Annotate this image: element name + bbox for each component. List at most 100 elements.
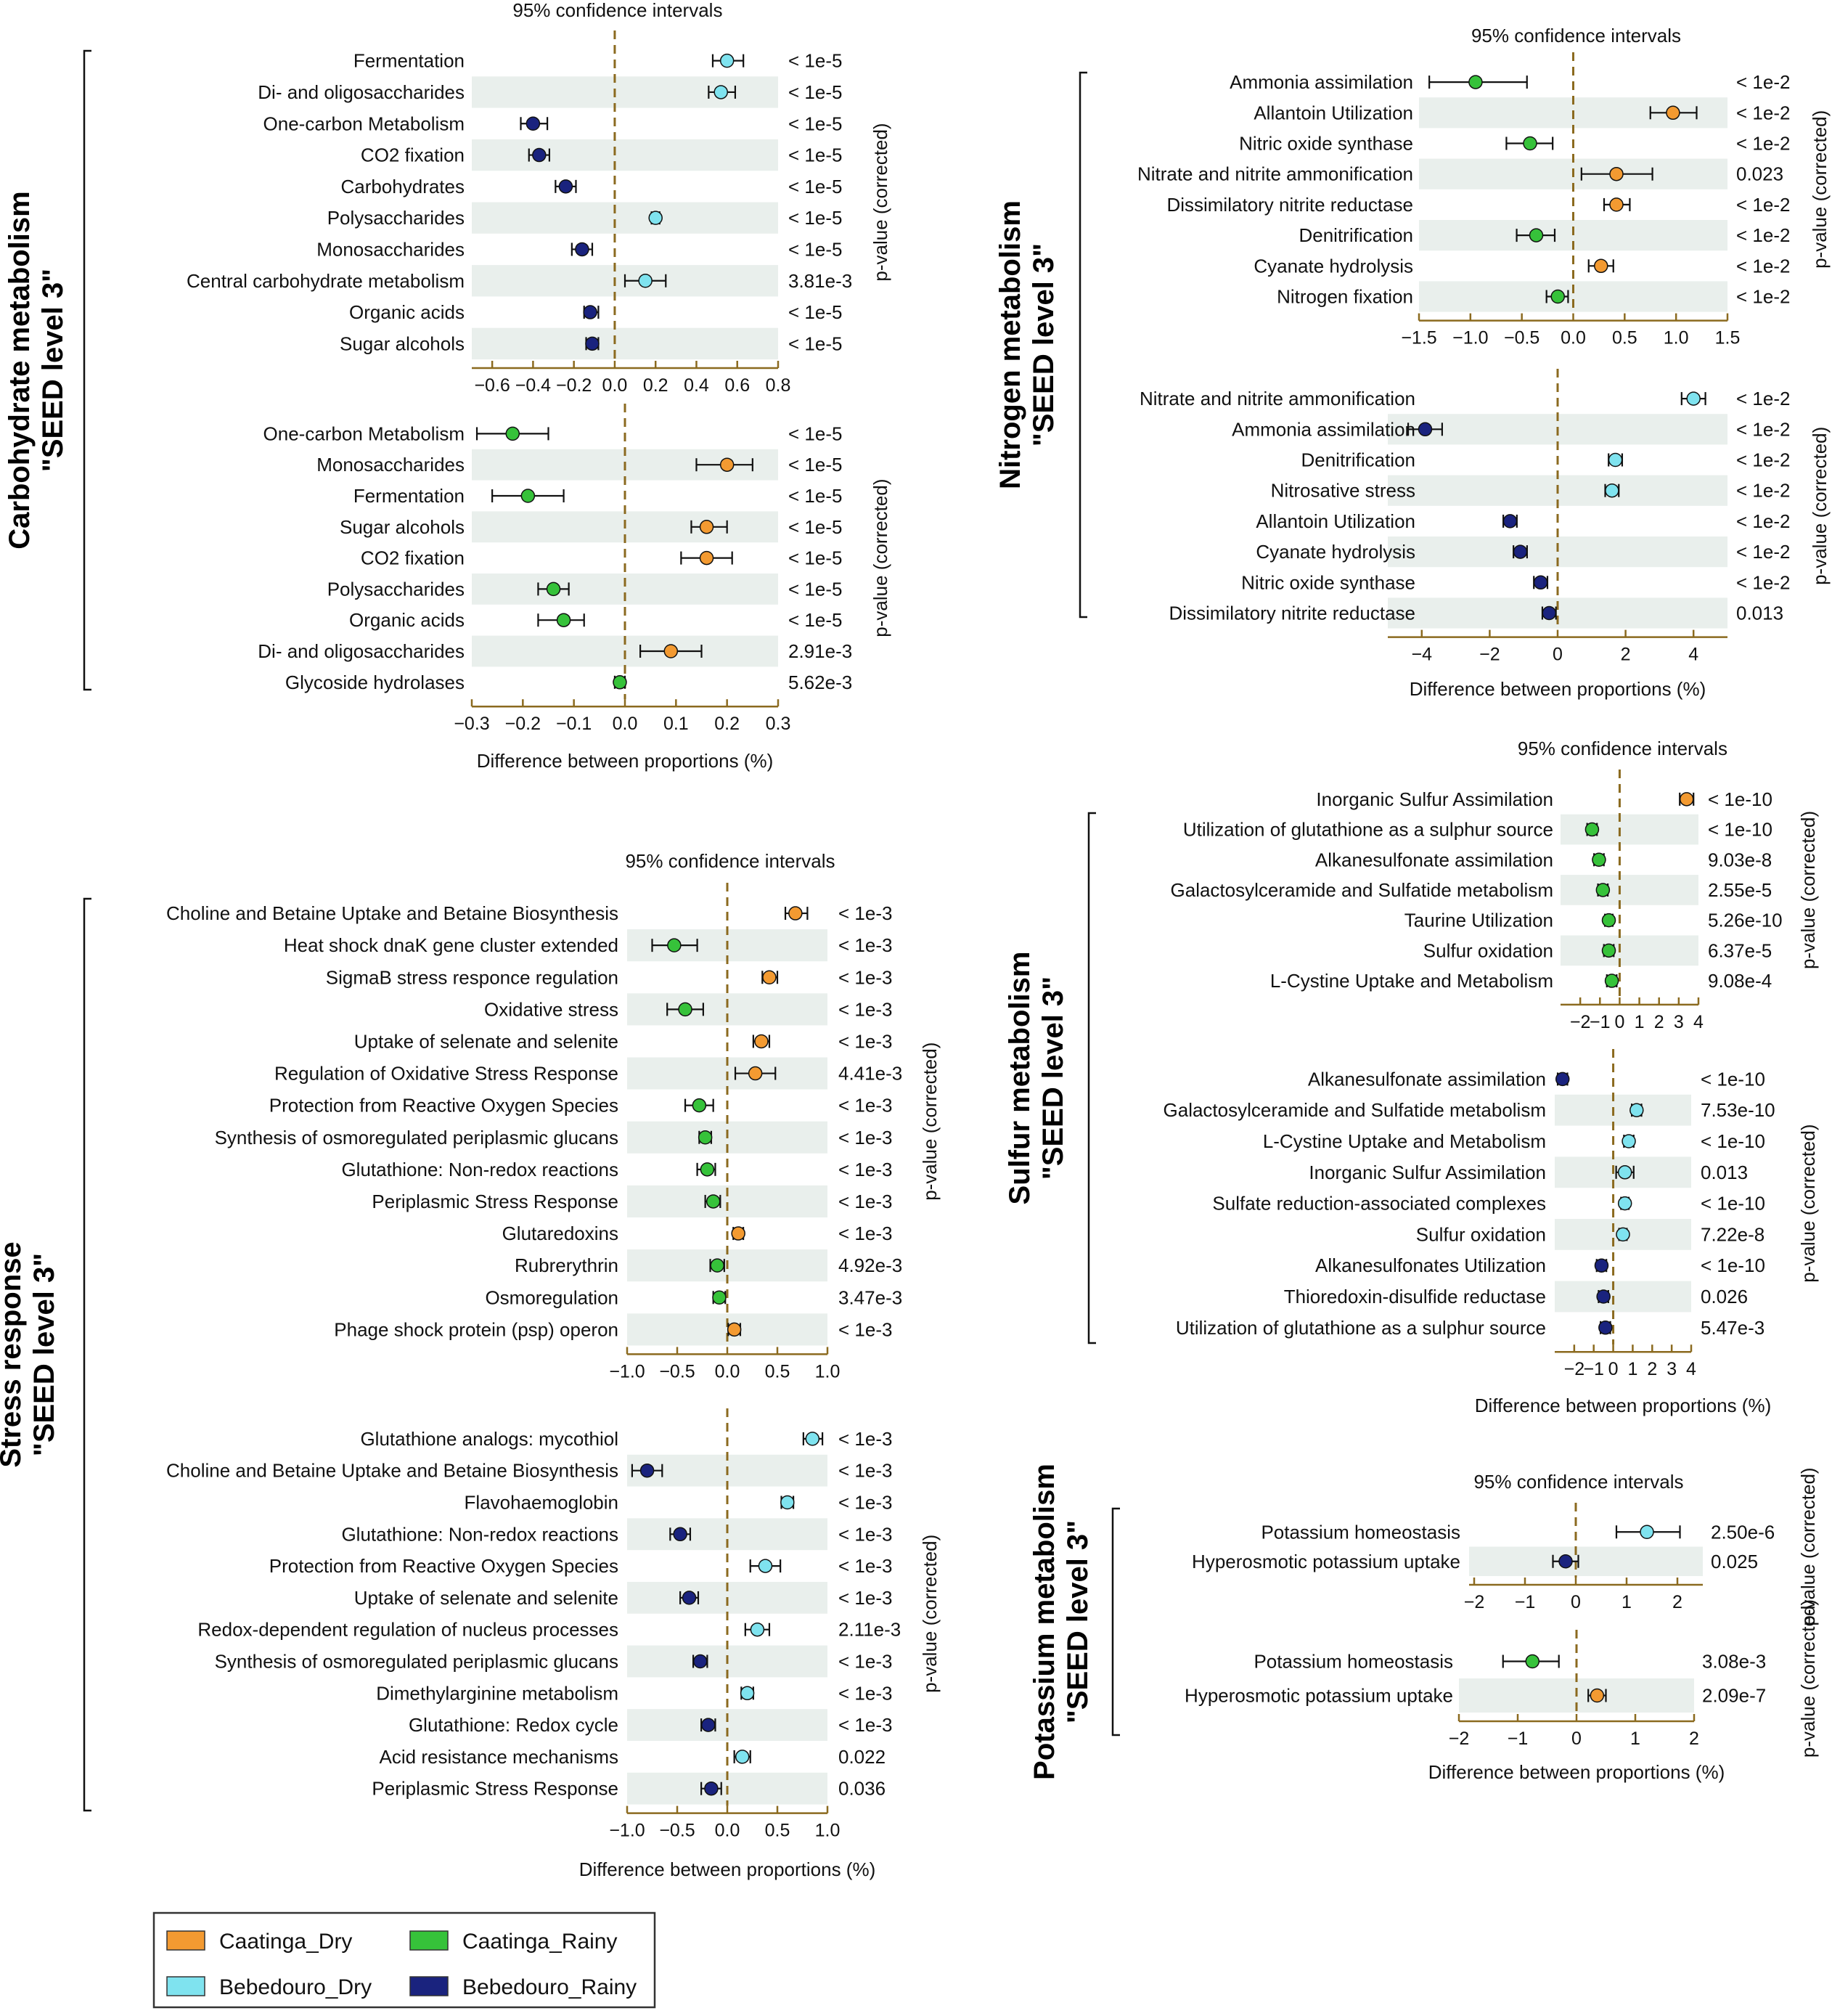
x-tick-label: 0.8 — [766, 375, 791, 396]
row-label: Cyanate hydrolysis — [1256, 541, 1415, 563]
point-marker — [1590, 1688, 1605, 1703]
point-marker — [1594, 1258, 1609, 1273]
point-marker — [1525, 1654, 1539, 1669]
row-label: L-Cystine Uptake and Metabolism — [1263, 1130, 1546, 1152]
row-label: Flavohaemoglobin — [465, 1492, 618, 1514]
legend-label: Bebedouro_Rainy — [462, 1975, 637, 1999]
group-bracket: Carbohydrate metabolism"SEED level 3" — [4, 49, 91, 691]
row-band — [472, 327, 778, 359]
p-value: < 1e-5 — [788, 238, 842, 260]
row-label: Alkanesulfonate assimilation — [1315, 849, 1553, 870]
bracket-line — [1111, 1507, 1120, 1737]
p-value: < 1e-5 — [788, 332, 842, 354]
x-tick-label: 0.0 — [1561, 328, 1586, 348]
row-label: Central carbohydrate metabolism — [187, 270, 465, 292]
point-marker — [1605, 483, 1619, 498]
point-marker — [1555, 1072, 1570, 1087]
row-label: Nitrosative stress — [1271, 480, 1415, 502]
row-label: Nitrate and nitrite ammonification — [1140, 388, 1415, 409]
x-tick-label: −1 — [1590, 1012, 1611, 1032]
row-label: Cyanate hydrolysis — [1254, 255, 1413, 277]
x-axis-title: Difference between proportions (%) — [1410, 678, 1706, 700]
x-tick-label: 0.5 — [765, 1821, 790, 1841]
point-marker — [583, 305, 597, 319]
point-marker — [673, 1527, 687, 1542]
row-label: Glycoside hydrolases — [285, 672, 465, 693]
x-tick-label: 0.0 — [613, 714, 638, 734]
x-tick-label: 0.2 — [643, 375, 668, 396]
point-marker — [1418, 422, 1433, 437]
bracket-line — [1087, 812, 1096, 1344]
point-marker — [1468, 75, 1483, 89]
point-marker — [1596, 1289, 1611, 1304]
row-label: Dissimilatory nitrite reductase — [1166, 194, 1413, 216]
p-value: < 1e-3 — [838, 1127, 892, 1148]
x-tick-label: −1.5 — [1401, 328, 1436, 348]
p-value: 7.22e-8 — [1701, 1223, 1764, 1245]
p-value: < 1e-2 — [1736, 449, 1790, 471]
x-tick-label: −2 — [1570, 1012, 1591, 1032]
p-value: < 1e-3 — [838, 1095, 892, 1117]
row-label: Choline and Betaine Uptake and Betaine B… — [166, 902, 618, 924]
group-title: Carbohydrate metabolism"SEED level 3" — [4, 191, 69, 549]
row-label: SigmaB stress responce regulation — [326, 966, 618, 988]
p-value: < 1e-2 — [1736, 286, 1790, 308]
row-label: Protection from Reactive Oxygen Species — [269, 1555, 618, 1577]
group-title: Stress response"SEED level 3" — [0, 1241, 60, 1467]
p-value: 2.91e-3 — [788, 640, 852, 662]
point-marker — [698, 1130, 713, 1145]
point-marker — [719, 457, 735, 472]
p-value: 6.37e-5 — [1708, 939, 1772, 961]
row-label: Sugar alcohols — [340, 516, 465, 538]
p-value: 9.08e-4 — [1708, 970, 1772, 992]
point-marker — [505, 426, 520, 441]
x-axis-title: Difference between proportions (%) — [1475, 1395, 1772, 1416]
p-value: < 1e-5 — [788, 547, 842, 569]
ci-panel: −2 −1 0 1 2 Potassium homeostasis 3.08e-3 Hyper… — [1185, 1599, 1819, 1783]
p-value: < 1e-2 — [1736, 541, 1790, 563]
p-value: < 1e-5 — [788, 81, 842, 103]
p-value: 0.013 — [1701, 1162, 1748, 1183]
row-label: Glutathione: Non-redox reactions — [341, 1159, 618, 1180]
x-tick-label: 0 — [1571, 1592, 1581, 1612]
row-label: Sulfate reduction-associated complexes — [1212, 1193, 1546, 1215]
p-value: < 1e-3 — [838, 1318, 892, 1340]
point-marker — [1513, 544, 1528, 559]
row-label: Alkanesulfonates Utilization — [1315, 1254, 1546, 1276]
legend-swatch — [166, 1930, 205, 1951]
row-label: Organic acids — [349, 301, 465, 323]
x-tick-label: 2 — [1672, 1592, 1682, 1612]
legend-swatch — [409, 1976, 449, 1996]
point-marker — [1622, 1134, 1636, 1148]
p-value: < 1e-2 — [1736, 133, 1790, 155]
p-value-axis-label: p-value (corrected) — [870, 123, 891, 281]
x-tick-label: 1 — [1630, 1729, 1640, 1749]
ci-panel: −1.0 −0.5 0.0 0.5 1.0 Glutathione analogs: my… — [166, 1408, 941, 1880]
x-tick-label: 1.5 — [1715, 328, 1741, 348]
p-value: < 1e-2 — [1736, 224, 1790, 246]
point-marker — [788, 906, 803, 921]
row-label: Potassium homeostasis — [1261, 1521, 1460, 1543]
p-value: < 1e-2 — [1736, 510, 1790, 532]
p-value: < 1e-5 — [788, 609, 842, 631]
row-label: Fermentation — [353, 485, 465, 507]
point-marker — [1601, 913, 1616, 928]
row-label: Osmoregulation — [485, 1286, 618, 1308]
point-marker — [1595, 883, 1611, 897]
x-axis-title: Difference between proportions (%) — [1428, 1761, 1725, 1783]
point-marker — [731, 1226, 745, 1241]
row-label: Alkanesulfonate assimilation — [1308, 1068, 1546, 1090]
p-value: < 1e-10 — [1708, 788, 1772, 810]
x-tick-label: 0.1 — [663, 714, 689, 734]
legend-swatch — [409, 1930, 449, 1951]
p-value: 0.026 — [1701, 1286, 1748, 1307]
row-label: Monosaccharides — [316, 454, 465, 476]
row-label: Uptake of selenate and selenite — [354, 1587, 618, 1609]
legend-box — [152, 1911, 656, 2009]
ci-panel: −4 −2 0 2 4 Nitrate and nitrite ammonificatio… — [1140, 369, 1831, 700]
row-label: Nitric oxide synthase — [1239, 133, 1413, 155]
row-label: Dimethylarginine metabolism — [376, 1682, 618, 1704]
point-marker — [704, 1781, 719, 1796]
p-value: 2.11e-3 — [838, 1619, 901, 1641]
point-marker — [1592, 852, 1606, 867]
